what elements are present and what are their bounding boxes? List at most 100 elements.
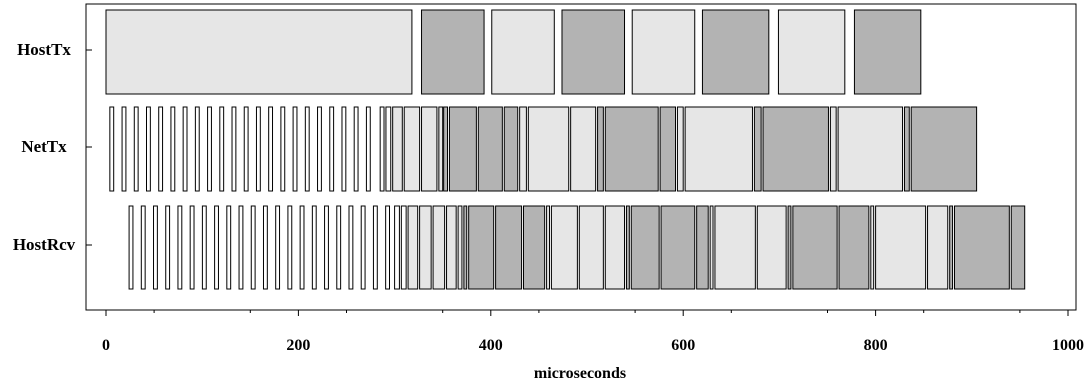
segment-light bbox=[927, 205, 949, 290]
segment-dark bbox=[659, 106, 677, 192]
segment-light bbox=[714, 205, 756, 290]
segment-small bbox=[365, 106, 371, 192]
x-tick-label: 200 bbox=[286, 337, 310, 354]
row-labels: HostTx NetTx HostRcv bbox=[13, 40, 92, 254]
segment-small bbox=[158, 106, 164, 192]
segment-dark bbox=[495, 205, 523, 290]
segment-light bbox=[777, 9, 846, 95]
segment-dark bbox=[523, 205, 546, 290]
timeline-segments bbox=[105, 9, 1026, 290]
segment-small bbox=[194, 106, 200, 192]
segment-light bbox=[457, 205, 463, 290]
x-tick-label: 1000 bbox=[1052, 337, 1084, 354]
segment-small bbox=[109, 106, 115, 192]
segment-dark bbox=[477, 106, 503, 192]
segment-dark bbox=[625, 205, 630, 290]
x-axis-title: microseconds bbox=[534, 365, 626, 382]
segment-light bbox=[407, 205, 419, 290]
segment-dark bbox=[903, 106, 910, 192]
segment-light bbox=[550, 205, 578, 290]
segment-small bbox=[214, 205, 219, 290]
segment-dark bbox=[630, 205, 660, 290]
segment-dark bbox=[448, 106, 477, 192]
segment-light bbox=[837, 106, 904, 192]
segment-small bbox=[336, 205, 342, 290]
segment-dark bbox=[1010, 205, 1026, 290]
segment-light bbox=[421, 106, 438, 192]
segment-dark bbox=[762, 106, 829, 192]
segment-small bbox=[207, 106, 212, 192]
segment-dark bbox=[701, 9, 770, 95]
segment-white bbox=[379, 106, 385, 192]
x-tick-label: 400 bbox=[479, 337, 503, 354]
segment-small bbox=[255, 106, 261, 192]
segment-small bbox=[219, 106, 225, 192]
segment-dark bbox=[597, 106, 604, 192]
segment-dark bbox=[561, 9, 626, 95]
segment-small bbox=[226, 205, 232, 290]
segment-light bbox=[491, 9, 555, 95]
segment-small bbox=[280, 106, 286, 192]
segment-small bbox=[128, 205, 134, 290]
segment-dark bbox=[853, 9, 922, 95]
segment-dark bbox=[421, 9, 485, 95]
segment-small bbox=[250, 205, 256, 290]
segment-light bbox=[870, 205, 875, 290]
segment-small bbox=[317, 106, 322, 192]
segment-small bbox=[170, 106, 176, 192]
segment-light bbox=[631, 9, 696, 95]
segment-small bbox=[268, 106, 274, 192]
segment-light bbox=[709, 205, 714, 290]
segment-white bbox=[394, 205, 400, 290]
segment-small bbox=[360, 205, 366, 290]
segment-small bbox=[324, 205, 329, 290]
segment-dark bbox=[443, 106, 449, 192]
x-axis: 0 200 400 600 800 1000 bbox=[102, 310, 1084, 354]
segment-light bbox=[756, 205, 787, 290]
segment-light bbox=[419, 205, 432, 290]
x-tick-label: 0 bbox=[102, 337, 110, 354]
segment-small bbox=[165, 205, 171, 290]
segment-small bbox=[238, 205, 244, 290]
segment-small bbox=[275, 205, 281, 290]
segment-light bbox=[446, 205, 457, 290]
segment-small bbox=[140, 205, 146, 290]
segment-light bbox=[527, 106, 570, 192]
segment-white bbox=[400, 205, 407, 290]
segment-small bbox=[146, 106, 151, 192]
segment-light bbox=[676, 106, 684, 192]
segment-light bbox=[403, 106, 421, 192]
segment-dark bbox=[753, 106, 762, 192]
segment-small bbox=[292, 106, 298, 192]
segment-small bbox=[372, 205, 378, 290]
segment-dark bbox=[953, 205, 1010, 290]
segment-dark bbox=[696, 205, 709, 290]
segment-dark bbox=[468, 205, 495, 290]
segment-light bbox=[578, 205, 604, 290]
segment-small bbox=[348, 205, 354, 290]
segment-dark bbox=[792, 205, 838, 290]
segment-small bbox=[177, 205, 183, 290]
segment-small bbox=[311, 205, 317, 290]
segment-white bbox=[385, 106, 392, 192]
segment-small bbox=[231, 106, 237, 192]
segment-small bbox=[201, 205, 207, 290]
segment-light bbox=[570, 106, 597, 192]
x-tick-label: 800 bbox=[864, 337, 888, 354]
segment-light bbox=[519, 106, 527, 192]
row-label-hosttx: HostTx bbox=[17, 40, 71, 59]
segment-small bbox=[385, 205, 391, 290]
segment-light bbox=[604, 205, 626, 290]
segment-small bbox=[243, 106, 249, 192]
segment-light bbox=[684, 106, 753, 192]
segment-light bbox=[875, 205, 927, 290]
segment-small bbox=[133, 106, 139, 192]
segment-dark bbox=[838, 205, 870, 290]
segment-small bbox=[182, 106, 188, 192]
segment-dark bbox=[910, 106, 978, 192]
segment-small bbox=[304, 106, 310, 192]
segment-small bbox=[153, 205, 158, 290]
segment-small bbox=[121, 106, 127, 192]
segment-dark bbox=[463, 205, 468, 290]
